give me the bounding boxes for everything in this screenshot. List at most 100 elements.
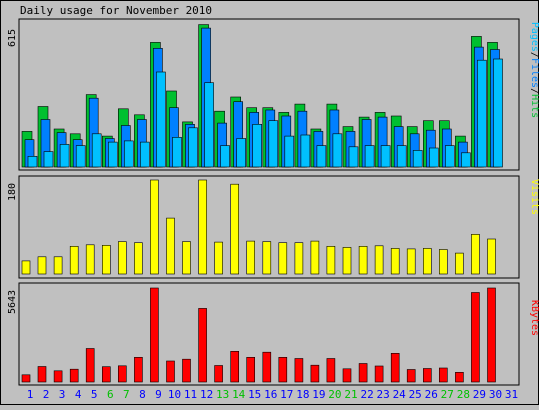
bar-kbytes-day-10: [166, 360, 175, 383]
bar-pages-day-25: [412, 150, 423, 168]
day-label-10: 10: [168, 388, 181, 401]
day-label-12: 12: [200, 388, 213, 401]
day-label-31: 31: [505, 388, 518, 401]
day-label-25: 25: [409, 388, 422, 401]
bar-pages-day-13: [220, 145, 230, 168]
bar-visits-day-6: [102, 245, 111, 275]
bar-pages-day-16: [268, 120, 279, 168]
day-label-29: 29: [473, 388, 486, 401]
day-label-2: 2: [43, 388, 50, 401]
bar-visits-day-22: [358, 246, 368, 275]
bar-visits-day-2: [37, 256, 47, 275]
bar-visits-day-27: [438, 249, 448, 275]
bar-visits-day-18: [294, 242, 304, 275]
legend-hits-panel: Pages/Files/Hits: [529, 22, 539, 118]
bar-visits-day-1: [21, 260, 31, 275]
bar-kbytes-day-13: [214, 365, 223, 383]
bar-visits-day-4: [69, 246, 79, 275]
bar-pages-day-20: [332, 133, 343, 168]
bar-kbytes-day-1: [21, 374, 31, 383]
panel-frame-hits: [18, 18, 520, 171]
bar-pages-day-2: [43, 151, 54, 168]
day-label-14: 14: [232, 388, 246, 401]
bar-pages-day-7: [124, 140, 134, 168]
bar-kbytes-day-14: [230, 350, 239, 383]
bar-kbytes-day-29: [471, 292, 480, 383]
bar-visits-day-13: [214, 241, 223, 275]
bar-visits-day-15: [246, 240, 255, 275]
bar-kbytes-day-11: [182, 358, 191, 383]
bars-visits: [21, 179, 496, 275]
bar-kbytes-day-22: [358, 363, 368, 383]
bar-pages-day-15: [252, 124, 262, 168]
bar-kbytes-day-15: [246, 356, 255, 383]
bar-pages-day-12: [204, 82, 214, 168]
bar-pages-day-6: [108, 141, 118, 168]
bar-pages-day-24: [396, 145, 407, 168]
bar-visits-day-25: [406, 248, 416, 275]
bar-pages-day-21: [348, 146, 359, 168]
bar-pages-day-26: [428, 147, 439, 168]
bar-kbytes-day-5: [85, 348, 95, 383]
bar-kbytes-day-6: [102, 366, 111, 383]
bar-kbytes-day-4: [69, 368, 79, 383]
bar-kbytes-day-30: [487, 287, 496, 383]
bar-visits-day-5: [85, 244, 95, 275]
bar-visits-day-20: [326, 246, 336, 275]
day-label-13: 13: [216, 388, 229, 401]
bar-visits-day-30: [487, 238, 496, 275]
legend-sep-1: /: [529, 52, 539, 58]
bar-kbytes-day-26: [422, 368, 432, 383]
day-label-15: 15: [248, 388, 261, 401]
day-label-9: 9: [155, 388, 162, 401]
day-label-24: 24: [393, 388, 407, 401]
bar-visits-day-14: [230, 183, 239, 275]
bar-pages-day-8: [140, 141, 150, 168]
bar-visits-day-8: [134, 242, 143, 275]
bar-kbytes-day-20: [326, 358, 336, 383]
legend-sep-2: /: [529, 88, 539, 94]
bar-visits-day-23: [374, 245, 384, 275]
legend-hits: Hits: [529, 94, 539, 118]
day-label-17: 17: [280, 388, 293, 401]
bar-kbytes-day-19: [310, 364, 320, 383]
legend-files: Files: [529, 58, 539, 88]
bar-visits-day-11: [182, 241, 191, 275]
bars-kbytes: [21, 287, 496, 383]
bar-pages-day-28: [461, 152, 471, 168]
day-label-1: 1: [27, 388, 34, 401]
bar-visits-day-29: [471, 234, 480, 275]
bar-visits-day-19: [310, 240, 320, 275]
bar-pages-day-11: [188, 127, 198, 168]
day-label-28: 28: [457, 388, 470, 401]
day-label-8: 8: [139, 388, 146, 401]
bar-pages-day-30: [493, 58, 503, 168]
bar-visits-day-24: [390, 248, 400, 275]
bar-kbytes-day-18: [294, 358, 304, 383]
bar-kbytes-day-16: [262, 351, 272, 383]
day-label-22: 22: [360, 388, 373, 401]
legend-kbytes: KBytes: [529, 300, 539, 336]
bar-pages-day-27: [444, 145, 455, 168]
day-label-23: 23: [376, 388, 389, 401]
bar-kbytes-day-3: [53, 370, 63, 383]
day-label-21: 21: [344, 388, 357, 401]
bar-kbytes-day-17: [278, 356, 288, 383]
bar-pages-day-29: [477, 59, 487, 168]
bar-pages-day-23: [380, 145, 391, 168]
bar-kbytes-day-21: [342, 368, 352, 383]
bar-visits-day-16: [262, 241, 272, 275]
bar-kbytes-day-25: [406, 369, 416, 383]
bars-hits-files-pages: [21, 24, 503, 168]
day-label-5: 5: [91, 388, 98, 401]
bar-kbytes-day-23: [374, 365, 384, 383]
panel-frame-kbytes: [18, 282, 520, 386]
bar-visits-day-21: [342, 247, 352, 275]
bar-pages-day-1: [27, 156, 38, 168]
day-label-30: 30: [489, 388, 502, 401]
bar-visits-day-17: [278, 242, 288, 275]
panel-hits-files-pages: [18, 18, 520, 171]
bar-kbytes-day-27: [438, 367, 448, 383]
